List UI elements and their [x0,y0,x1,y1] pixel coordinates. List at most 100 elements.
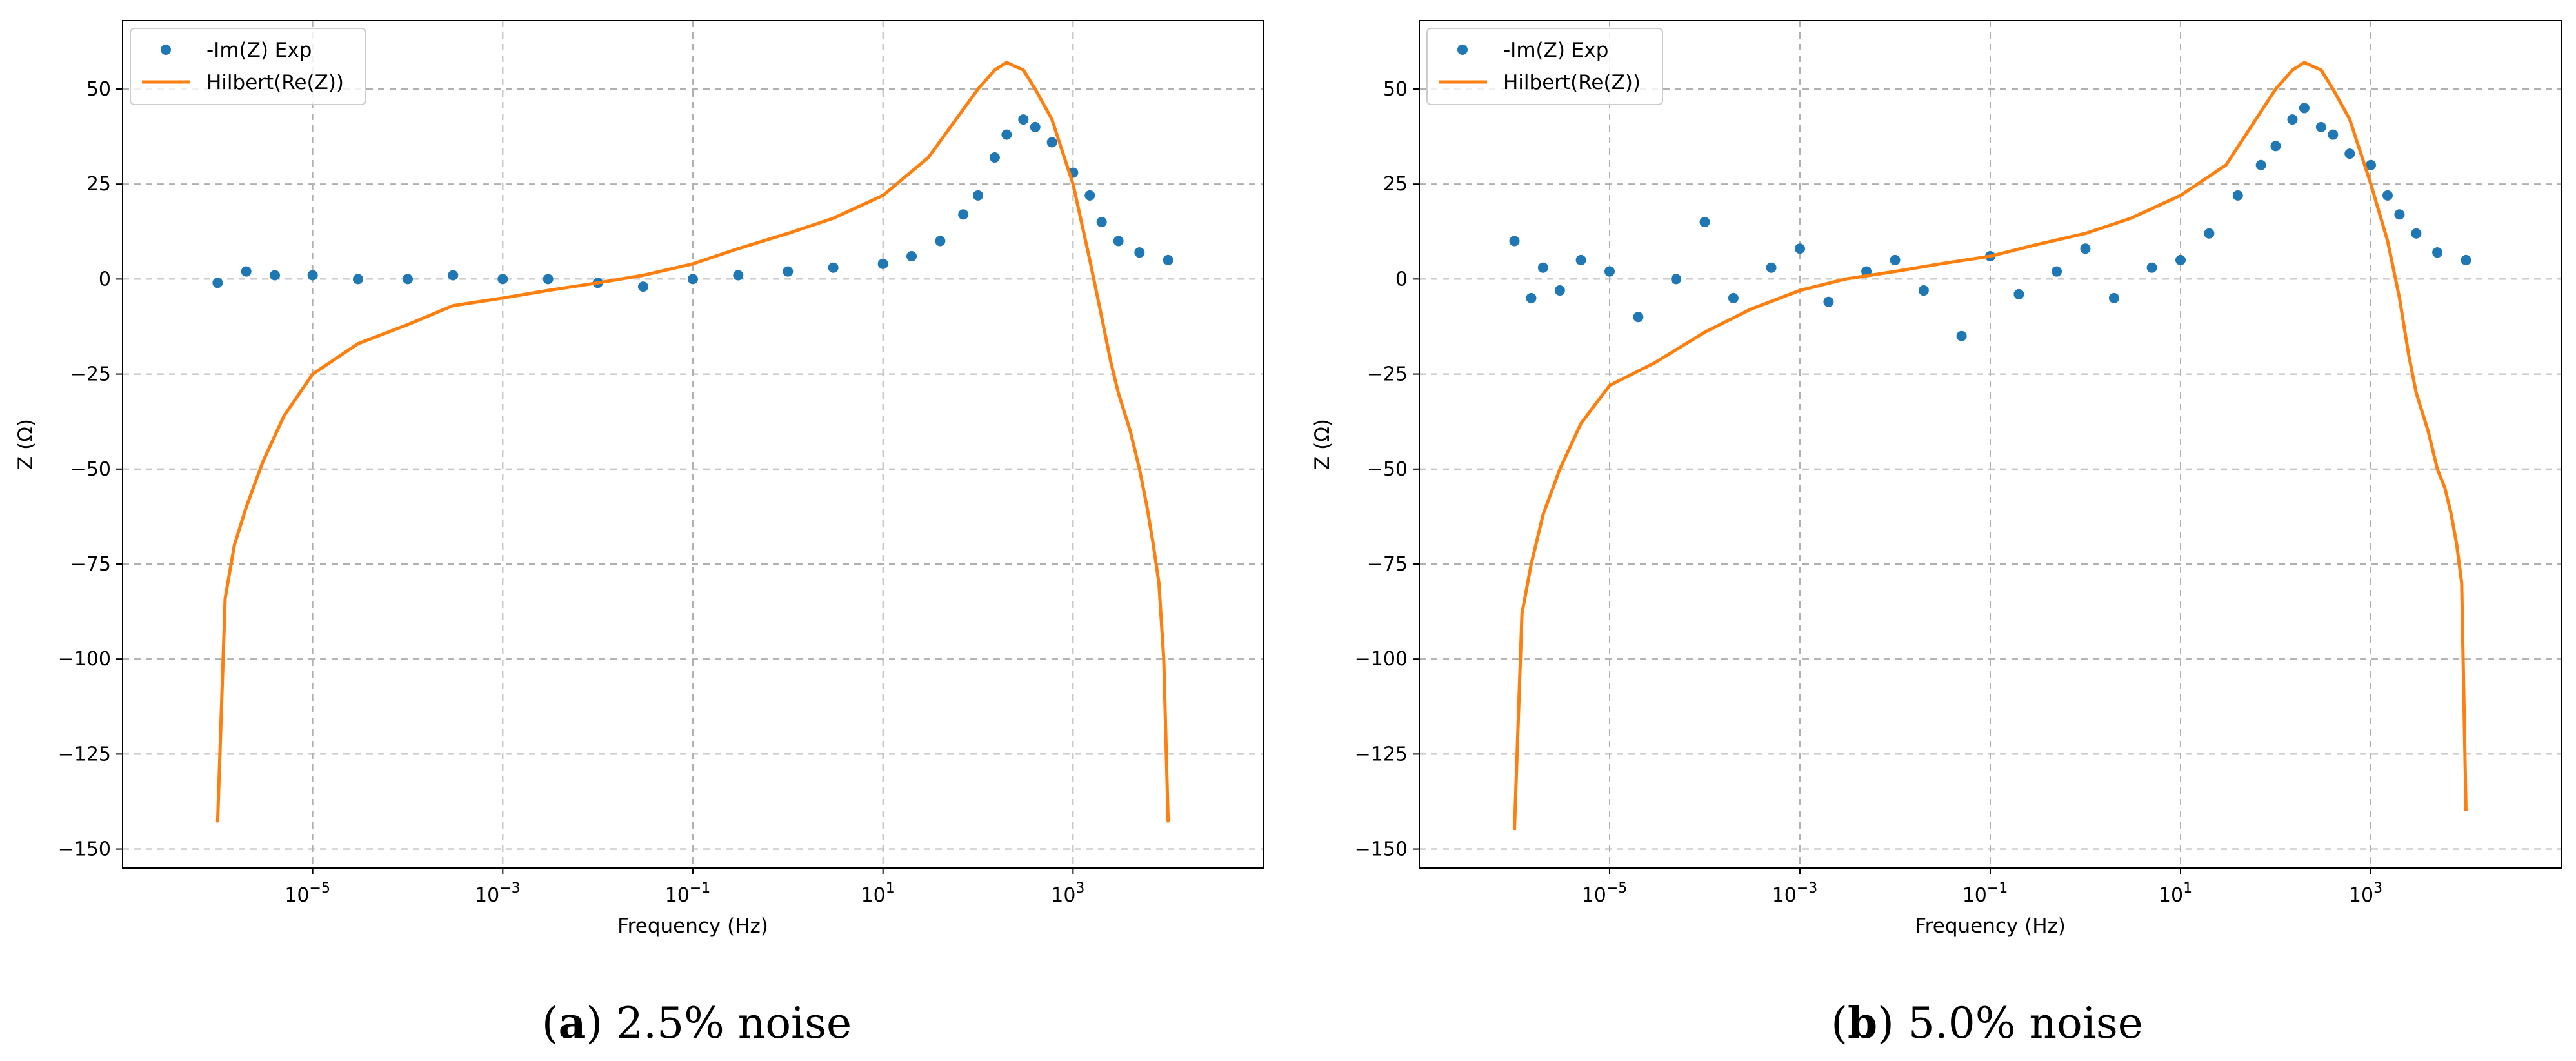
y-tick-label: 50 [1383,78,1408,101]
x-axis-ticks: 10−5 10−3 10−1 101 103 [1582,868,2382,907]
y-tick-label: −50 [70,458,111,481]
x-axis-ticks: 10−5 10−3 10−1 101 103 [285,868,1084,907]
scatter-point [1046,137,1057,148]
y-tick-label: −25 [1367,363,1408,386]
y-tick-label: 0 [99,268,111,290]
scatter-point [637,281,648,292]
scatter-point [1030,121,1041,132]
scatter-point [1018,114,1029,125]
scatter-point [2315,121,2326,132]
scatter-point [2366,159,2376,170]
scatter-point [2013,288,2024,299]
scatter-point [973,190,983,201]
scatter-point [2382,190,2393,201]
scatter-point [270,270,281,281]
legend: -Im(Z) Exp Hilbert(Re(Z)) [1426,28,1663,105]
legend-box [130,28,366,105]
scatter-point [1526,292,1537,303]
x-tick-label: 10−3 [475,880,521,907]
scatter-point [1823,296,1834,307]
y-tick-label: −125 [58,743,111,765]
scatter-point [688,274,698,285]
scatter-point [1509,236,1520,247]
plot-area [1509,61,2471,831]
series-line-hilbert [1513,61,2468,831]
y-tick-label: −150 [58,838,111,861]
y-tick-label: −75 [70,553,111,576]
x-tick-label: 10−5 [285,880,330,907]
x-tick-label: 10−1 [665,880,711,907]
scatter-point [828,262,839,273]
x-tick-label: 10−3 [1772,880,1818,907]
scatter-point [2080,243,2091,254]
scatter-point [1671,274,1682,285]
scatter-point [2328,129,2339,140]
scatter-point [1084,190,1095,201]
panel-caption: (b) 5.0% noise [1831,998,2143,1048]
y-tick-label: −75 [1367,553,1408,576]
y-tick-label: −50 [1367,458,1408,481]
legend-box [1426,28,1663,105]
scatter-point [1096,217,1107,228]
x-tick-label: 101 [2159,880,2192,907]
caption-letter: b [1848,998,1877,1048]
scatter-point [733,270,744,281]
grid-lines [1419,21,2561,868]
grid-lines [123,21,1263,868]
y-tick-label: −25 [70,363,111,386]
scatter-point [2232,190,2243,201]
scatter-point [497,274,508,285]
x-tick-label: 10−1 [1962,880,2008,907]
legend-label-line: Hilbert(Re(Z)) [206,71,344,94]
scatter-point [2052,266,2062,277]
scatter-point [783,266,794,277]
scatter-point [2270,141,2281,152]
plot-area [212,61,1173,823]
scatter-point [403,274,413,285]
x-tick-label: 10−5 [1582,880,1628,907]
scatter-point [2255,159,2266,170]
scatter-point [543,274,554,285]
scatter-point [352,274,363,285]
y-axis-label: Z (Ω) [1311,419,1334,470]
scatter-point [212,278,223,288]
legend-label-scatter: -Im(Z) Exp [1503,39,1608,62]
x-tick-label: 101 [861,880,895,907]
scatter-point [1890,254,1901,265]
legend: -Im(Z) Exp Hilbert(Re(Z)) [130,28,366,105]
scatter-point [1001,129,1012,140]
y-tick-label: 0 [1395,268,1408,290]
scatter-point [935,236,946,247]
scatter-point [2411,228,2422,239]
scatter-point [1554,285,1565,296]
legend-label-scatter: -Im(Z) Exp [206,39,312,62]
y-tick-label: −100 [58,648,111,671]
scatter-point [1633,312,1644,323]
scatter-point [2175,254,2186,265]
legend-marker-scatter [161,45,171,55]
scatter-point [1766,262,1777,273]
scatter-point [906,251,917,262]
scatter-point [241,266,252,277]
scatter-point [448,270,459,281]
y-tick-label: −150 [1355,838,1408,861]
legend-marker-scatter [1457,45,1468,55]
scatter-point [2108,292,2119,303]
caption-text: 5.0% noise [1894,998,2143,1048]
y-tick-label: −100 [1355,648,1408,671]
scatter-point [1537,262,1548,273]
panel-caption: (a) 2.5% noise [542,998,852,1048]
y-axis-ticks: 50 25 0 −25 −50 −75 −100 −125 −150 [58,78,123,861]
scatter-point [877,258,888,269]
scatter-point [2461,254,2471,265]
scatter-point [1795,243,1805,254]
scatter-point [1728,292,1739,303]
scatter-point [2146,262,2157,273]
y-axis-label: Z (Ω) [14,419,37,470]
scatter-point [989,152,1000,163]
scatter-point [1575,254,1586,265]
x-tick-label: 103 [2349,880,2382,907]
